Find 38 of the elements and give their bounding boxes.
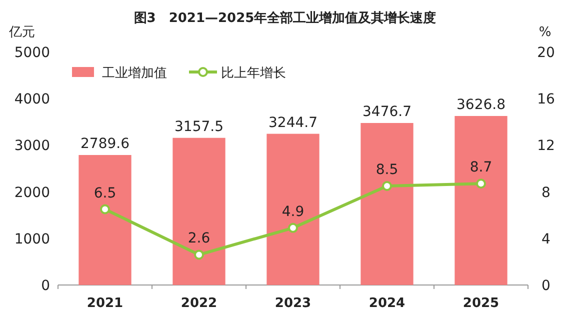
y2-tick-label: 0 xyxy=(542,278,550,294)
point xyxy=(382,180,392,191)
y2-tick-label: 16 xyxy=(537,92,555,108)
data-label: 3244.7 xyxy=(268,114,318,131)
y2-tick-label: 8 xyxy=(542,184,550,201)
x-tick-label: 2025 xyxy=(462,296,500,311)
data-label: 2789.6 xyxy=(80,136,130,152)
data-label: 3157.5 xyxy=(174,118,224,135)
y-tick-label: 5000 xyxy=(14,45,50,61)
data-label: 3476.7 xyxy=(362,104,412,120)
x-tick-label: 2022 xyxy=(180,296,218,311)
point xyxy=(100,204,110,214)
y-axis-title: 亿元 xyxy=(8,25,35,40)
x-tick-label: 2021 xyxy=(86,296,124,311)
legend-label: 工业增加值 xyxy=(102,66,167,81)
data-label: 6.5 xyxy=(94,185,116,202)
y-tick-label: 1000 xyxy=(14,231,50,248)
chart-title: 图3 2021—2025年全部工业增加值及其增长速度 xyxy=(134,10,436,26)
比上年增长: 6.5 2.6 4.9 8.5 8.7 xyxy=(94,160,492,260)
data-label: 3626.8 xyxy=(456,96,506,113)
y-tick-label: 2000 xyxy=(14,184,50,201)
x-tick-label: 2024 xyxy=(368,296,406,311)
y2-tick-label: 12 xyxy=(537,138,555,154)
y2-axis-title: % xyxy=(538,25,552,40)
y2-tick-label: 20 xyxy=(537,45,555,61)
point xyxy=(288,222,298,233)
data-label: 4.9 xyxy=(282,204,304,220)
legend-label: 比上年增长 xyxy=(221,66,286,81)
y-tick-label: 0 xyxy=(41,278,50,294)
data-label: 8.5 xyxy=(376,162,398,178)
point xyxy=(476,178,486,189)
data-label: 2.6 xyxy=(188,230,210,247)
y-tick-label: 3000 xyxy=(14,138,50,154)
x-tick-label: 2023 xyxy=(274,296,312,311)
y-tick-label: 4000 xyxy=(14,92,50,108)
y2-tick-label: 4 xyxy=(542,231,551,248)
point xyxy=(194,250,204,260)
data-label: 8.7 xyxy=(470,160,492,176)
